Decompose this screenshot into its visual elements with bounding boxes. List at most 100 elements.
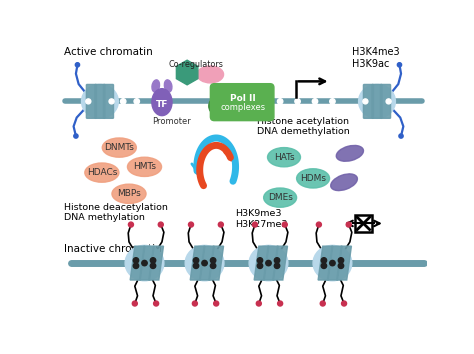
Ellipse shape — [164, 80, 172, 92]
Circle shape — [75, 63, 80, 67]
Ellipse shape — [249, 245, 288, 281]
Ellipse shape — [85, 163, 119, 182]
Polygon shape — [273, 246, 288, 280]
Circle shape — [128, 222, 134, 227]
Circle shape — [320, 301, 325, 306]
Text: DNMTs: DNMTs — [104, 143, 134, 152]
Circle shape — [295, 99, 300, 104]
Circle shape — [338, 263, 344, 268]
Circle shape — [86, 99, 91, 104]
Circle shape — [342, 301, 346, 306]
Circle shape — [321, 263, 327, 268]
FancyBboxPatch shape — [210, 84, 274, 121]
Circle shape — [74, 134, 78, 138]
Polygon shape — [254, 246, 269, 280]
Circle shape — [189, 222, 193, 227]
Circle shape — [154, 301, 159, 306]
Circle shape — [210, 258, 216, 263]
Circle shape — [278, 301, 283, 306]
Polygon shape — [328, 246, 342, 280]
Circle shape — [132, 301, 137, 306]
Ellipse shape — [82, 85, 118, 118]
Ellipse shape — [112, 184, 146, 204]
Ellipse shape — [185, 245, 224, 281]
Circle shape — [266, 261, 271, 266]
Text: MBPs: MBPs — [117, 189, 141, 198]
Text: H3K9me3
H3K27me3: H3K9me3 H3K27me3 — [236, 209, 288, 229]
Text: H3K4me3
H3K9ac: H3K4me3 H3K9ac — [352, 47, 400, 69]
Circle shape — [316, 222, 321, 227]
Circle shape — [346, 222, 351, 227]
Text: Pol II: Pol II — [230, 94, 256, 103]
Polygon shape — [209, 246, 224, 280]
Text: Histone acetylation
DNA demethylation: Histone acetylation DNA demethylation — [257, 117, 350, 136]
Circle shape — [210, 263, 216, 268]
Circle shape — [363, 99, 368, 104]
Ellipse shape — [313, 245, 352, 281]
Circle shape — [142, 261, 147, 266]
Text: Histone deacetylation
DNA methylation: Histone deacetylation DNA methylation — [64, 202, 168, 222]
FancyBboxPatch shape — [372, 85, 382, 118]
Ellipse shape — [197, 66, 224, 83]
Ellipse shape — [152, 89, 172, 116]
Circle shape — [133, 263, 139, 268]
FancyBboxPatch shape — [86, 85, 96, 118]
FancyBboxPatch shape — [95, 85, 105, 118]
Text: Active chromatin: Active chromatin — [64, 47, 153, 57]
Circle shape — [274, 263, 280, 268]
Circle shape — [193, 263, 199, 268]
Ellipse shape — [297, 169, 329, 188]
Circle shape — [274, 258, 280, 263]
Circle shape — [257, 258, 263, 263]
Polygon shape — [200, 246, 214, 280]
Polygon shape — [149, 246, 164, 280]
Polygon shape — [139, 246, 154, 280]
Circle shape — [150, 258, 156, 263]
FancyBboxPatch shape — [364, 85, 374, 118]
Circle shape — [277, 99, 283, 104]
Ellipse shape — [336, 145, 364, 161]
Text: Promoter: Promoter — [152, 117, 191, 126]
Ellipse shape — [128, 157, 162, 176]
Circle shape — [202, 261, 207, 266]
Circle shape — [282, 222, 287, 227]
Text: HATs: HATs — [273, 153, 294, 162]
Text: Inactive chromatin: Inactive chromatin — [64, 244, 162, 254]
Text: Co-regulators: Co-regulators — [168, 59, 223, 69]
Circle shape — [256, 301, 261, 306]
Polygon shape — [337, 246, 351, 280]
Circle shape — [134, 99, 139, 104]
Polygon shape — [318, 246, 333, 280]
Circle shape — [158, 222, 164, 227]
Circle shape — [312, 99, 318, 104]
Circle shape — [386, 99, 391, 104]
Ellipse shape — [267, 148, 301, 167]
Text: HDMs: HDMs — [300, 174, 326, 183]
Polygon shape — [190, 246, 205, 280]
Circle shape — [150, 263, 156, 268]
Circle shape — [399, 134, 403, 138]
Polygon shape — [130, 246, 145, 280]
Circle shape — [133, 258, 139, 263]
Ellipse shape — [125, 245, 164, 281]
Circle shape — [214, 301, 219, 306]
Circle shape — [330, 99, 335, 104]
Circle shape — [109, 99, 114, 104]
Circle shape — [120, 99, 126, 104]
Ellipse shape — [209, 99, 219, 113]
FancyBboxPatch shape — [103, 85, 113, 118]
Circle shape — [193, 258, 199, 263]
Ellipse shape — [152, 80, 160, 92]
Ellipse shape — [331, 174, 357, 190]
Circle shape — [330, 261, 335, 266]
Ellipse shape — [264, 188, 297, 207]
Ellipse shape — [102, 138, 137, 157]
Text: HMTs: HMTs — [133, 162, 156, 171]
Text: complexes: complexes — [220, 103, 265, 112]
Circle shape — [338, 258, 344, 263]
Text: HDACs: HDACs — [87, 168, 117, 177]
Polygon shape — [264, 246, 278, 280]
Circle shape — [397, 63, 401, 67]
Circle shape — [257, 263, 263, 268]
Text: TF: TF — [156, 99, 168, 109]
